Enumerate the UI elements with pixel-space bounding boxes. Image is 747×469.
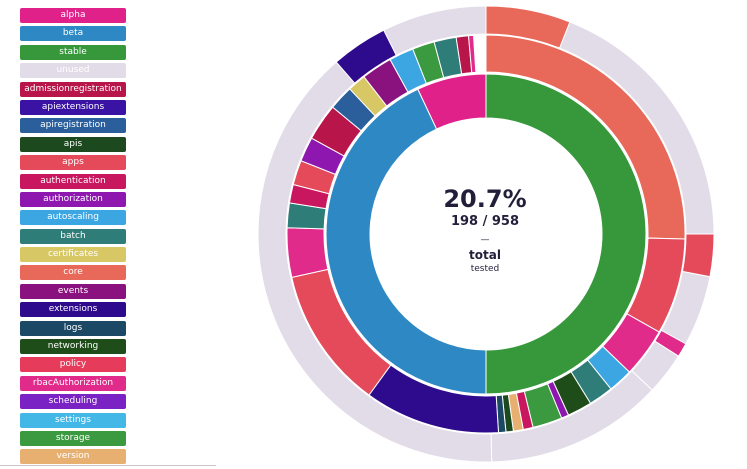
- legend: alpha beta stable unused admissionregistrati…: [20, 8, 126, 468]
- legend-item-extensions[interactable]: extensions: [20, 302, 126, 318]
- legend-item-alpha[interactable]: alpha: [20, 8, 126, 23]
- legend-item-rbacauthorization[interactable]: rbacAuthorization: [20, 375, 126, 391]
- middle-ring-segment-rbacauthorization[interactable]: [286, 227, 329, 279]
- center-dash: —: [480, 235, 490, 245]
- legend-item-scheduling[interactable]: scheduling: [20, 394, 126, 410]
- inner-ring-segment-stable[interactable]: [485, 73, 647, 395]
- legend-item-batch[interactable]: batch: [20, 228, 126, 244]
- legend-item-apps[interactable]: apps: [20, 155, 126, 171]
- legend-item-settings[interactable]: settings: [20, 412, 126, 428]
- outer-ring-segment-alpha-unused[interactable]: [383, 5, 487, 56]
- tested-fraction: 198 / 958: [450, 214, 520, 229]
- legend-item-certificates[interactable]: certificates: [20, 247, 126, 263]
- legend-item-policy[interactable]: policy: [20, 357, 126, 373]
- legend-item-core[interactable]: core: [20, 265, 126, 281]
- legend-item-logs[interactable]: logs: [20, 320, 126, 336]
- legend-item-storage[interactable]: storage: [20, 430, 126, 446]
- legend-item-authentication[interactable]: authentication: [20, 173, 126, 189]
- inner-ring-segment-alpha[interactable]: [417, 73, 487, 130]
- legend-item-apiregistration[interactable]: apiregistration: [20, 118, 126, 134]
- legend-item-admissionregistration[interactable]: admissionregistration: [20, 81, 126, 97]
- center-summary: 20.7% 198 / 958 — total tested: [385, 185, 585, 275]
- middle-ring-segment-rbacauthorization[interactable]: [467, 34, 477, 74]
- legend-item-stable[interactable]: stable: [20, 44, 126, 60]
- legend-divider: [0, 465, 216, 466]
- legend-item-apiextensions[interactable]: apiextensions: [20, 99, 126, 115]
- center-hole: [371, 119, 601, 349]
- legend-item-events[interactable]: events: [20, 283, 126, 299]
- legend-item-beta[interactable]: beta: [20, 26, 126, 42]
- inner-ring-segment-beta[interactable]: [325, 88, 487, 395]
- center-label: total: [469, 248, 501, 262]
- outer-ring-segment-apps-tested[interactable]: [681, 233, 715, 278]
- center-sublabel: tested: [470, 264, 500, 274]
- tested-percent: 20.7%: [443, 185, 527, 213]
- legend-item-unused[interactable]: unused: [20, 63, 126, 79]
- legend-item-version[interactable]: version: [20, 449, 126, 465]
- legend-item-authorization[interactable]: authorization: [20, 191, 126, 207]
- legend-item-networking[interactable]: networking: [20, 339, 126, 355]
- legend-item-autoscaling[interactable]: autoscaling: [20, 210, 126, 226]
- legend-item-apis[interactable]: apis: [20, 136, 126, 152]
